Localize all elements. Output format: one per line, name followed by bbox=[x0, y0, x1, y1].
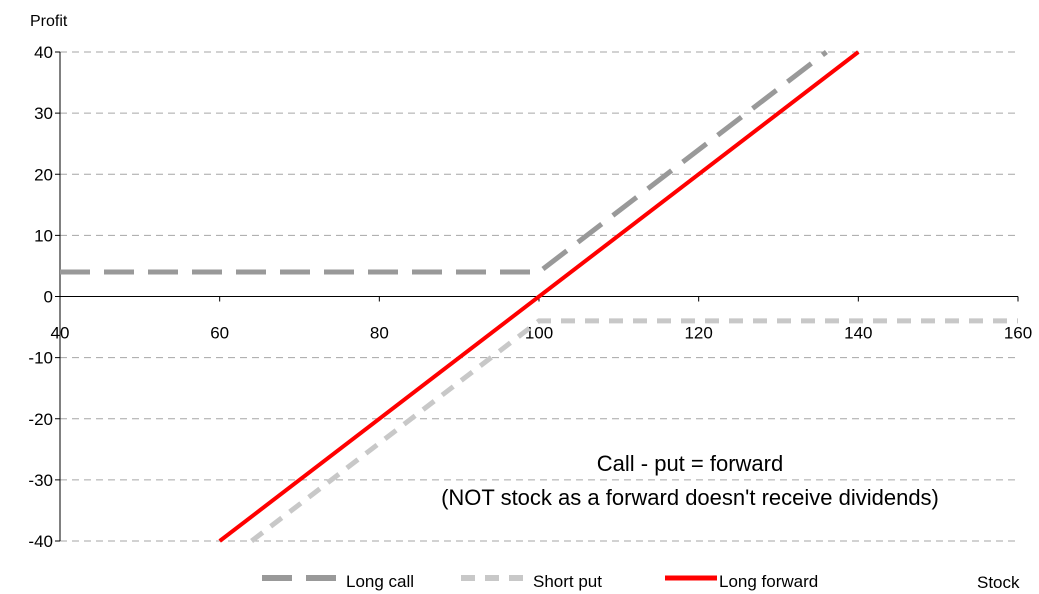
y-tick-label: 10 bbox=[34, 226, 53, 245]
legend-label: Long call bbox=[346, 572, 414, 591]
annotation-line-2: (NOT stock as a forward doesn't receive … bbox=[441, 485, 939, 510]
y-tick-label: -20 bbox=[28, 410, 53, 429]
series-lines bbox=[60, 50, 1018, 543]
y-axis-title: Profit bbox=[30, 13, 68, 30]
x-tick-label: 100 bbox=[525, 324, 553, 343]
x-tick-label: 80 bbox=[370, 324, 389, 343]
y-tick-label: 0 bbox=[44, 288, 53, 307]
gridlines bbox=[60, 51, 1018, 542]
x-tick-label: 160 bbox=[1004, 324, 1032, 343]
x-tick-label: 120 bbox=[684, 324, 712, 343]
legend: Long call Short put Long forward bbox=[262, 572, 818, 591]
y-tick-label: 30 bbox=[34, 104, 53, 123]
x-tick-label: 40 bbox=[51, 324, 70, 343]
legend-label: Short put bbox=[533, 572, 602, 591]
y-tick-label: 20 bbox=[34, 165, 53, 184]
y-tick-label: -10 bbox=[28, 349, 53, 368]
annotation-line-1: Call - put = forward bbox=[597, 451, 783, 476]
series-line-long-call bbox=[60, 50, 828, 275]
x-tick-label: 60 bbox=[210, 324, 229, 343]
legend-label: Long forward bbox=[719, 572, 818, 591]
y-tick-label: 40 bbox=[34, 43, 53, 62]
x-tick-label: 140 bbox=[844, 324, 872, 343]
x-axis-title: Stock bbox=[977, 573, 1020, 592]
y-tick-label: -40 bbox=[28, 532, 53, 551]
series-line-short-put bbox=[250, 318, 1018, 543]
series-line-long-forward bbox=[218, 50, 860, 543]
y-tick-label: -30 bbox=[28, 471, 53, 490]
